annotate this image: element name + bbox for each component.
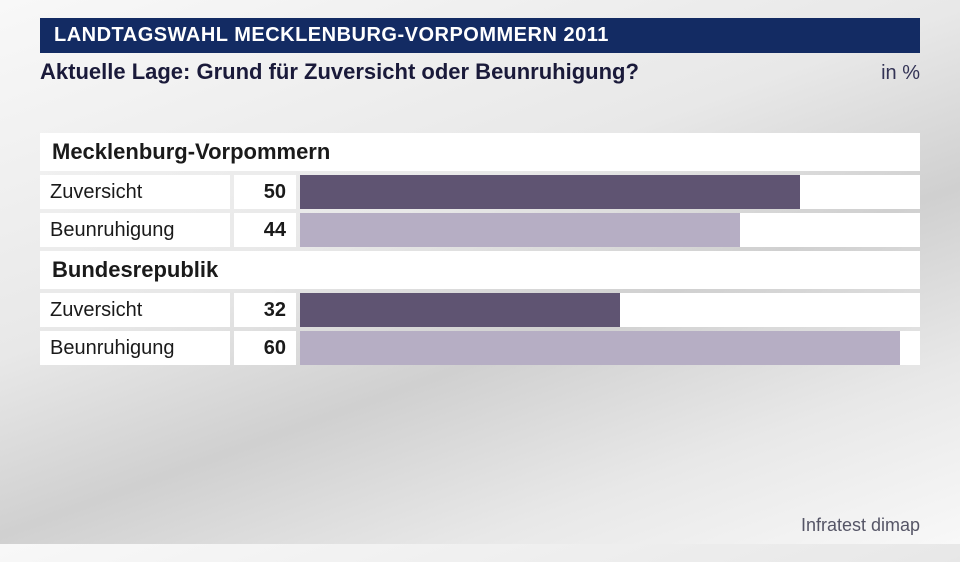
row-value: 60 <box>234 331 296 365</box>
chart-row: Zuversicht50 <box>40 175 920 209</box>
group-header: Mecklenburg-Vorpommern <box>40 133 920 171</box>
bar-area <box>300 293 920 327</box>
bar-chart: Mecklenburg-VorpommernZuversicht50Beunru… <box>40 133 920 365</box>
bar-area <box>300 331 920 365</box>
bar-area <box>300 213 920 247</box>
source-label: Infratest dimap <box>801 515 920 536</box>
chart-row: Zuversicht32 <box>40 293 920 327</box>
row-label: Zuversicht <box>40 293 230 327</box>
row-label: Zuversicht <box>40 175 230 209</box>
row-value: 50 <box>234 175 296 209</box>
bar <box>300 213 740 247</box>
row-label: Beunruhigung <box>40 331 230 365</box>
bar-area <box>300 175 920 209</box>
bar <box>300 175 800 209</box>
subtitle: Aktuelle Lage: Grund für Zuversicht oder… <box>40 59 639 85</box>
bar <box>300 293 620 327</box>
row-label: Beunruhigung <box>40 213 230 247</box>
row-value: 32 <box>234 293 296 327</box>
group-header: Bundesrepublik <box>40 251 920 289</box>
subtitle-row: Aktuelle Lage: Grund für Zuversicht oder… <box>40 59 920 85</box>
unit-label: in % <box>881 62 920 85</box>
row-value: 44 <box>234 213 296 247</box>
chart-row: Beunruhigung60 <box>40 331 920 365</box>
chart-row: Beunruhigung44 <box>40 213 920 247</box>
bar <box>300 331 900 365</box>
header-bar: LANDTAGSWAHL MECKLENBURG-VORPOMMERN 2011 <box>40 18 920 53</box>
